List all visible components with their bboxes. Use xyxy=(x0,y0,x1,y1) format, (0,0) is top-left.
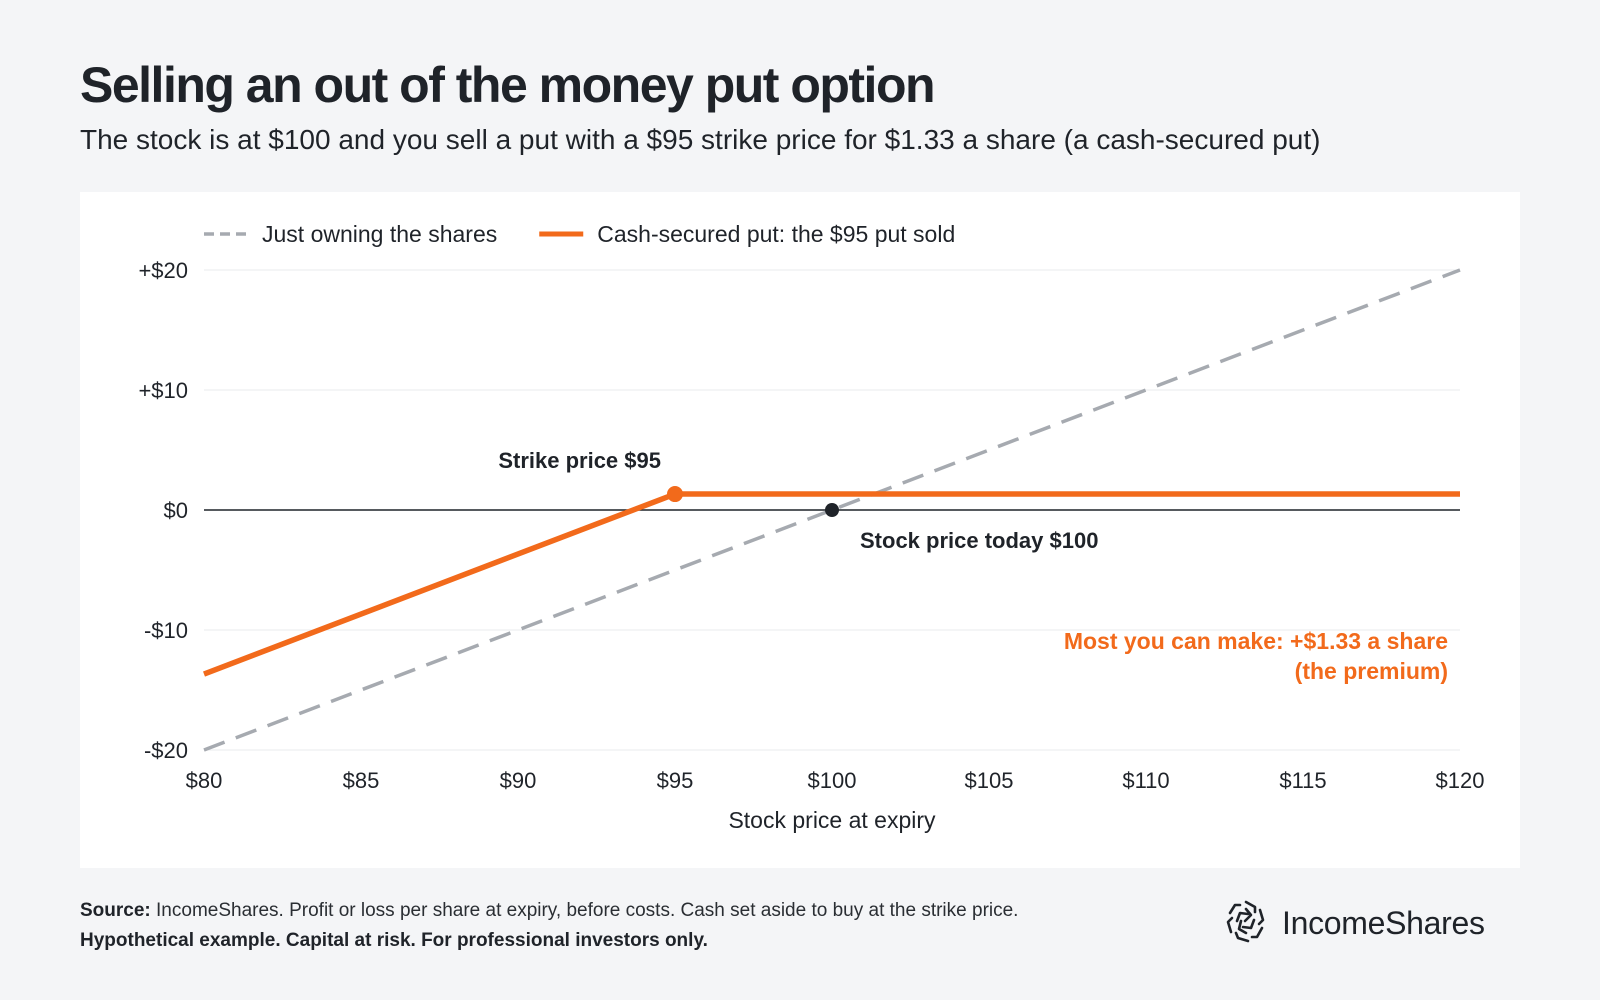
y-tick-label: +$20 xyxy=(138,258,188,283)
x-tick-label: $80 xyxy=(186,768,223,793)
incomeshares-logo-icon xyxy=(1224,898,1268,949)
annotations: Strike price $95 Stock price today $100 Mo… xyxy=(498,448,1448,684)
footnote-source-label: Source: xyxy=(80,900,151,921)
strike-price-annotation: Strike price $95 xyxy=(498,448,661,473)
x-tick-label: $105 xyxy=(965,768,1014,793)
x-tick-label: $85 xyxy=(343,768,380,793)
payoff-chart: +$20 +$10 $0 -$10 -$20 $80 $85 $90 $95 $100 $105 $1… xyxy=(138,221,1484,833)
stock-price-today-marker xyxy=(825,503,839,517)
x-tick-label: $90 xyxy=(500,768,537,793)
footnote-source-text: IncomeShares. Profit or loss per share a… xyxy=(150,900,1019,921)
x-axis-label: Stock price at expiry xyxy=(728,807,936,833)
footnote-disclaimer: Hypothetical example. Capital at risk. F… xyxy=(80,930,708,951)
footnote: Source: IncomeShares. Profit or loss per… xyxy=(80,896,1100,956)
y-tick-label: -$10 xyxy=(144,618,188,643)
brand-logo: IncomeShares xyxy=(1224,898,1485,948)
legend: Just owning the shares Cash-secured put: … xyxy=(204,221,955,247)
y-tick-label: $0 xyxy=(164,498,188,523)
max-profit-annotation: Most you can make: +$1.33 a share xyxy=(1064,628,1448,654)
chart-subtitle: The stock is at $100 and you sell a put … xyxy=(80,124,1321,155)
stock-price-today-annotation: Stock price today $100 xyxy=(860,528,1098,553)
x-tick-label: $120 xyxy=(1436,768,1485,793)
x-tick-label: $110 xyxy=(1122,768,1169,793)
x-tick-label: $115 xyxy=(1279,768,1326,793)
x-tick-label: $95 xyxy=(657,768,694,793)
y-tick-label: -$20 xyxy=(144,738,188,763)
brand-name: IncomeShares xyxy=(1282,904,1485,941)
chart-title: Selling an out of the money put option xyxy=(80,57,936,113)
legend-label: Cash-secured put: the $95 put sold xyxy=(597,221,955,247)
legend-label: Just owning the shares xyxy=(262,221,497,247)
strike-price-marker xyxy=(667,486,683,503)
legend-item: Just owning the shares xyxy=(204,221,497,247)
chart-card: +$20 +$10 $0 -$10 -$20 $80 $85 $90 $95 $100 $105 $1… xyxy=(80,192,1520,868)
tick-labels: +$20 +$10 $0 -$10 -$20 $80 $85 $90 $95 $100 $105 $1… xyxy=(138,258,1484,833)
max-profit-annotation-note: (the premium) xyxy=(1295,658,1448,684)
y-tick-label: +$10 xyxy=(138,378,188,403)
markers xyxy=(667,486,839,517)
x-tick-label: $100 xyxy=(808,768,857,793)
legend-item: Cash-secured put: the $95 put sold xyxy=(539,221,955,247)
series-line-just-owning-shares xyxy=(203,268,1461,752)
